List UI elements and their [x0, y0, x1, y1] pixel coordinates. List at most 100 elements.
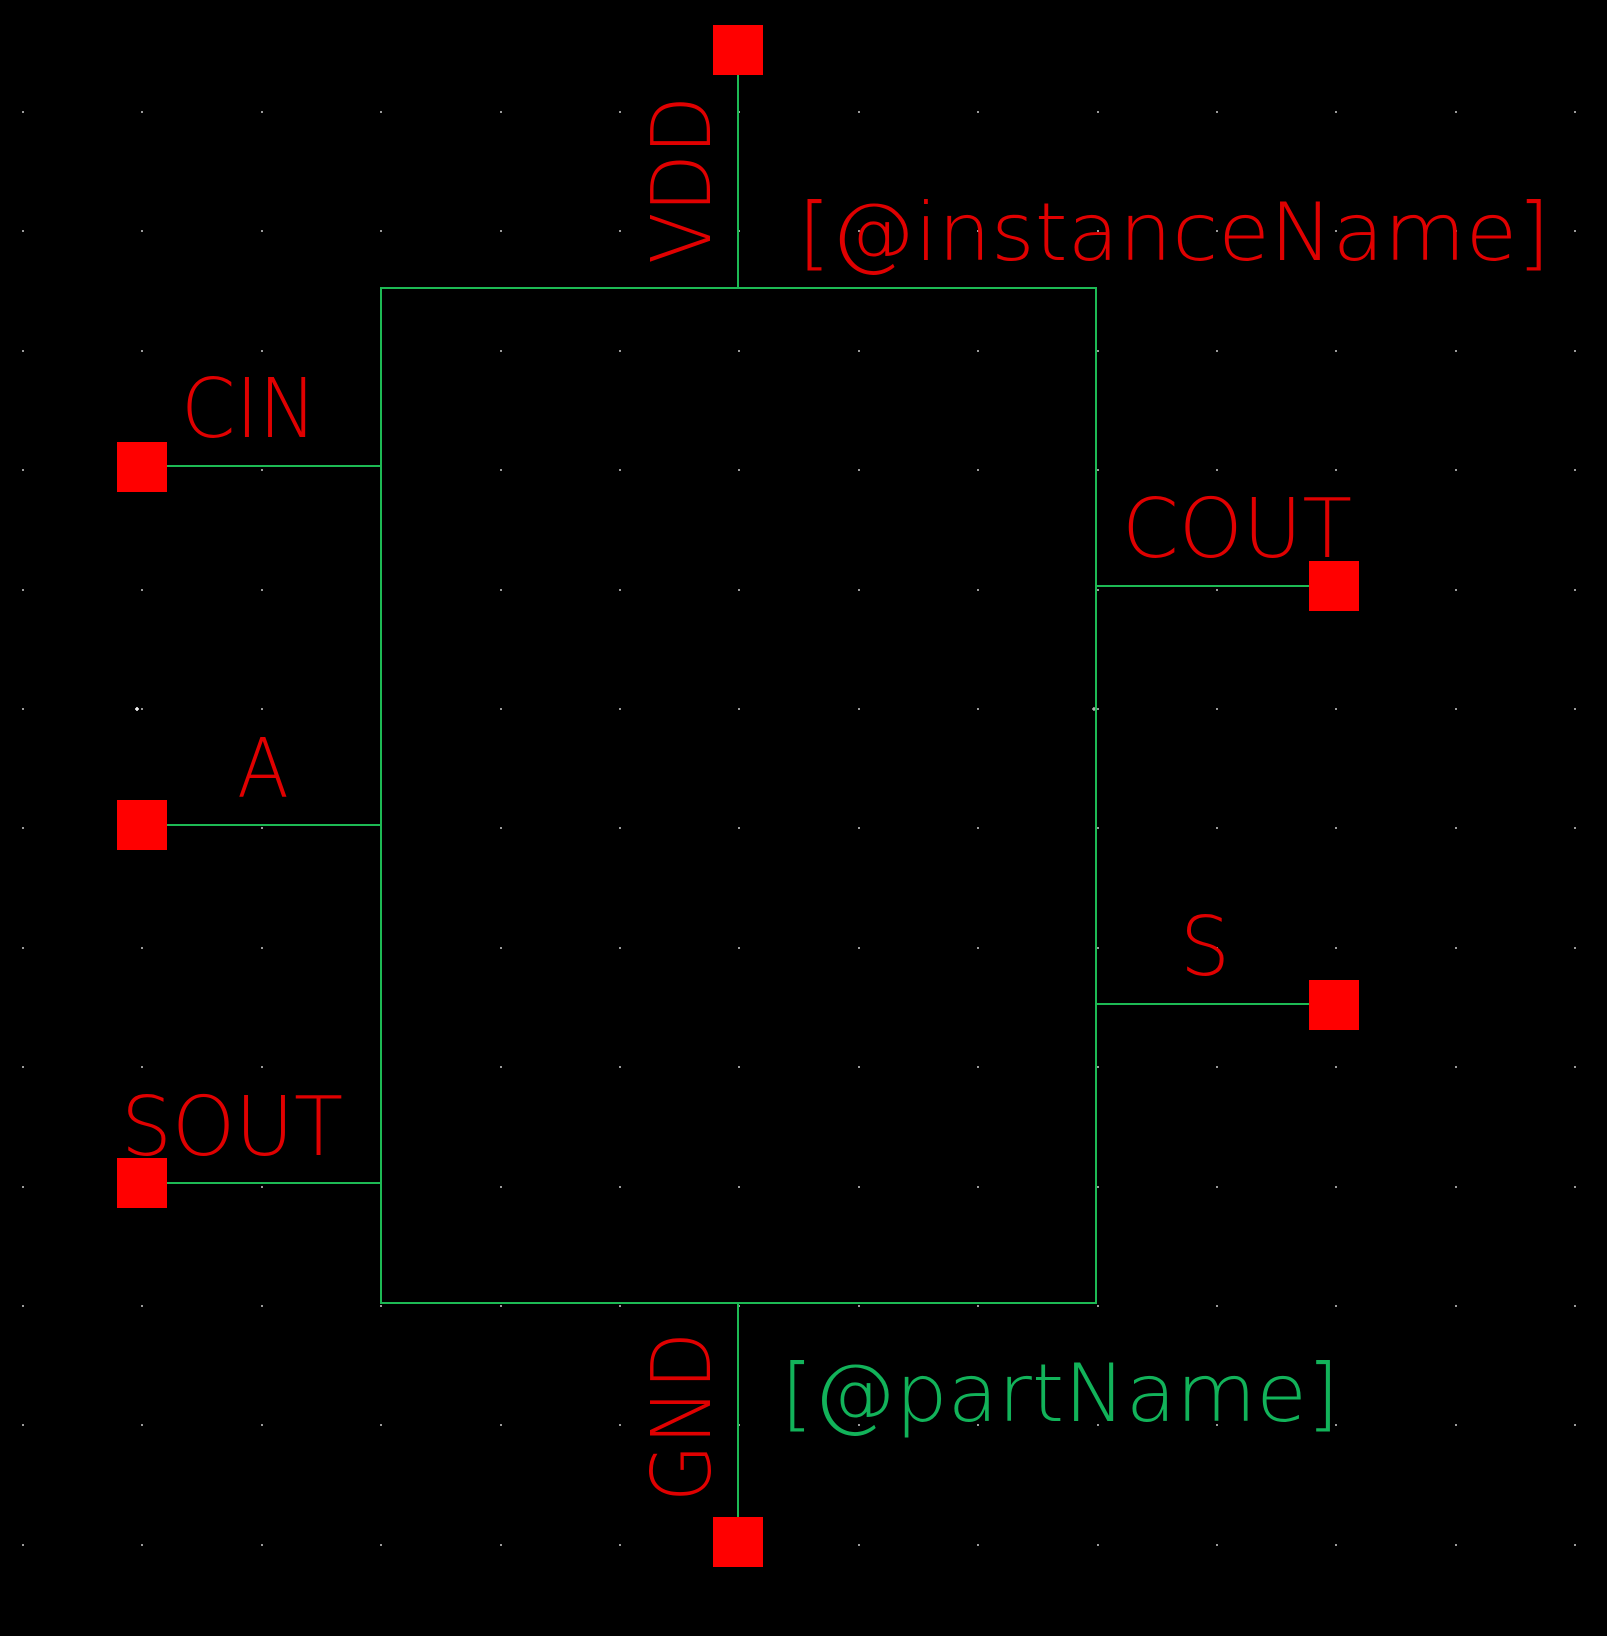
grid-dot [1216, 469, 1218, 471]
grid-dot [1574, 1424, 1576, 1426]
grid-dot [1216, 1544, 1218, 1546]
grid-dot [619, 1305, 621, 1307]
grid-dot [619, 111, 621, 113]
grid-dot [22, 1186, 24, 1188]
grid-dot [1097, 469, 1099, 471]
grid-dot [141, 708, 143, 710]
grid-dot [1455, 1186, 1457, 1188]
grid-dot [977, 947, 979, 949]
instance-name-label[interactable]: [@instanceName] [798, 186, 1550, 279]
grid-dot [977, 708, 979, 710]
grid-dot [1455, 1305, 1457, 1307]
grid-dot [1574, 947, 1576, 949]
grid-dot [619, 230, 621, 232]
grid-dot [858, 1066, 860, 1068]
grid-dot [500, 1066, 502, 1068]
grid-dot [1574, 111, 1576, 113]
grid-dot [738, 708, 740, 710]
grid-dot [1216, 111, 1218, 113]
grid-dot [261, 827, 263, 829]
pin-terminals[interactable] [117, 25, 1359, 1567]
grid-dot [1455, 827, 1457, 829]
cin-pin-terminal[interactable] [117, 442, 167, 492]
grid-dot [380, 1424, 382, 1426]
grid-dot [977, 1186, 979, 1188]
vdd-pin-terminal[interactable] [713, 25, 763, 75]
cout-pin-terminal[interactable] [1309, 561, 1359, 611]
grid-dot [22, 708, 24, 710]
grid-dot [261, 1544, 263, 1546]
grid-dot [141, 1066, 143, 1068]
grid-dot [22, 230, 24, 232]
grid-dot [1335, 111, 1337, 113]
grid-dot [22, 1066, 24, 1068]
grid-dot [261, 947, 263, 949]
grid-dot [858, 230, 860, 232]
part-name-label[interactable]: [@partName] [781, 1347, 1339, 1440]
grid-dot [738, 589, 740, 591]
grid-dot [1335, 947, 1337, 949]
gnd-pin-terminal[interactable] [713, 1517, 763, 1567]
sout-pin-terminal[interactable] [117, 1158, 167, 1208]
grid-dot [500, 708, 502, 710]
grid-dot [500, 1424, 502, 1426]
grid-dot [22, 947, 24, 949]
grid-dot [1216, 1186, 1218, 1188]
grid-dot [261, 708, 263, 710]
grid-dot [1574, 589, 1576, 591]
grid-dot [977, 827, 979, 829]
grid-dot [1574, 1544, 1576, 1546]
grid-dot [738, 827, 740, 829]
grid-dot [22, 589, 24, 591]
grid-dot [1335, 1544, 1337, 1546]
sout-pin-label: SOUT [121, 1080, 343, 1175]
grid-dot [1455, 111, 1457, 113]
grid-dot [1216, 947, 1218, 949]
grid-dot [141, 111, 143, 113]
grid-dot [1335, 1186, 1337, 1188]
grid-dot [1097, 350, 1099, 352]
grid-dot [858, 947, 860, 949]
grid-dot [261, 230, 263, 232]
a-pin-terminal[interactable] [117, 800, 167, 850]
grid-dot [261, 469, 263, 471]
grid-dot [1455, 350, 1457, 352]
grid-dot [1216, 1424, 1218, 1426]
grid-dot [1574, 469, 1576, 471]
grid-dot [22, 469, 24, 471]
grid-dot [1455, 708, 1457, 710]
grid-dot [1335, 1305, 1337, 1307]
grid-dot [500, 1544, 502, 1546]
grid-dot [500, 827, 502, 829]
grid-dot [1335, 827, 1337, 829]
grid-dot [1455, 230, 1457, 232]
grid-dot [858, 1305, 860, 1307]
grid-dot [977, 230, 979, 232]
gnd-pin-label: GND [635, 1332, 730, 1502]
grid-dot [1574, 1186, 1576, 1188]
grid-dot [619, 350, 621, 352]
grid-dot [977, 1424, 979, 1426]
grid-dot [738, 947, 740, 949]
grid-dot [1097, 947, 1099, 949]
grid-dot [261, 111, 263, 113]
grid-dot [1216, 589, 1218, 591]
grid-dot [1097, 1066, 1099, 1068]
s-pin-label: S [1180, 900, 1230, 995]
grid-dot [1574, 827, 1576, 829]
grid-dot [1455, 469, 1457, 471]
pin-wires [142, 50, 1334, 1542]
grid-dot [500, 1186, 502, 1188]
grid-dot [500, 350, 502, 352]
grid-dot [619, 708, 621, 710]
grid-dot [22, 1424, 24, 1426]
grid-dot [738, 350, 740, 352]
grid-dot [500, 947, 502, 949]
grid-dot [500, 111, 502, 113]
grid-dot [141, 230, 143, 232]
s-pin-terminal[interactable] [1309, 980, 1359, 1030]
grid-dot [619, 1544, 621, 1546]
grid-dot [1216, 230, 1218, 232]
grid-dot [22, 1544, 24, 1546]
